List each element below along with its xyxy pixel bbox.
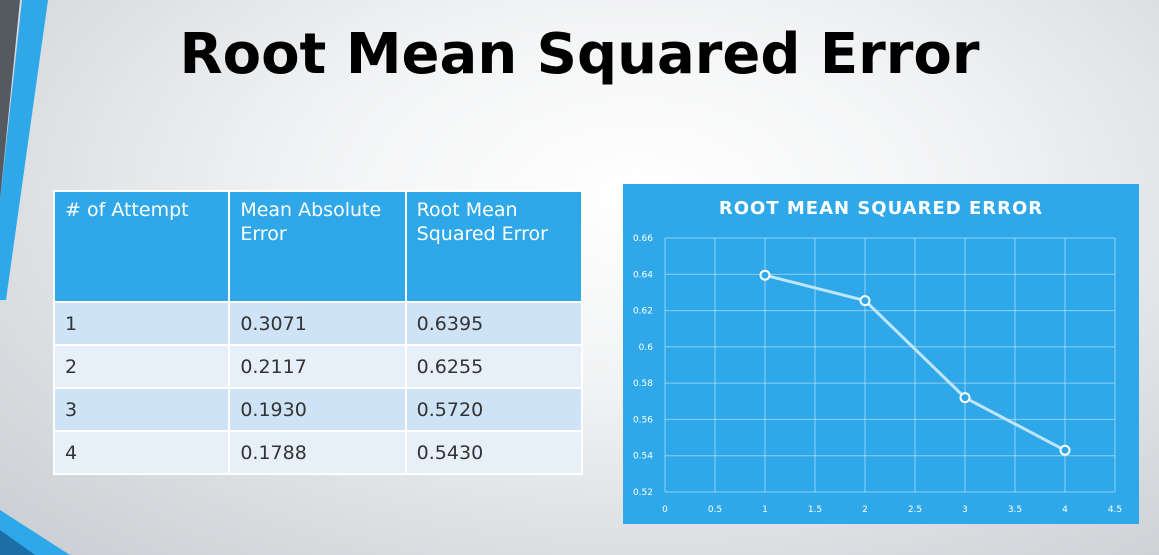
cell-mae: 0.2117 (228, 344, 407, 389)
x-tick-label: 2 (862, 505, 868, 515)
y-tick-label: 0.54 (633, 452, 653, 462)
rmse-chart: ROOT MEAN SQUARED ERROR 0.52 0.54 0.56 0.58… (623, 184, 1139, 524)
chart-plot: 0.52 0.54 0.56 0.58 0.6 0.62 0.64 0.66 0 0.5 1 1.5 2… (633, 234, 1122, 515)
x-tick-label: 0.5 (708, 505, 722, 515)
cell-attempt: 2 (52, 344, 231, 389)
cell-attempt: 1 (52, 301, 231, 346)
chart-title: ROOT MEAN SQUARED ERROR (718, 198, 1044, 219)
data-point (759, 269, 771, 281)
data-point (859, 295, 871, 307)
table-row: 3 0.1930 0.5720 (52, 387, 584, 432)
x-tick-label: 0 (662, 505, 668, 515)
header-mae: Mean Absolute Error (228, 190, 407, 303)
cell-attempt: 4 (52, 430, 231, 475)
slide-title: Root Mean Squared Error (179, 22, 980, 87)
y-tick-label: 0.52 (633, 488, 653, 498)
bottom-left-accent (0, 510, 70, 555)
x-tick-label: 3.5 (1008, 505, 1022, 515)
cell-rmse: 0.5430 (404, 430, 584, 475)
y-tick-label: 0.56 (633, 415, 653, 425)
cell-rmse: 0.5720 (404, 387, 584, 432)
left-accent-stripes (0, 0, 48, 300)
cell-rmse: 0.6255 (404, 344, 584, 389)
cell-rmse: 0.6395 (404, 301, 584, 346)
cell-mae: 0.1788 (228, 430, 407, 475)
table-row: 1 0.3071 0.6395 (52, 301, 584, 346)
table-row: 4 0.1788 0.5430 (52, 430, 584, 475)
cell-mae: 0.1930 (228, 387, 407, 432)
data-point (1059, 444, 1071, 456)
data-point (959, 392, 971, 404)
x-tick-label: 1.5 (808, 505, 822, 515)
y-tick-label: 0.62 (633, 307, 653, 317)
series-line (764, 273, 1066, 452)
y-tick-label: 0.66 (633, 234, 653, 244)
cell-attempt: 3 (52, 387, 231, 432)
x-tick-label: 4.5 (1108, 505, 1122, 515)
results-table: # of Attempt Mean Absolute Error Root Me… (52, 190, 584, 475)
x-tick-label: 2.5 (908, 505, 922, 515)
y-tick-label: 0.58 (633, 379, 653, 389)
cell-mae: 0.3071 (228, 301, 407, 346)
header-rmse: Root Mean Squared Error (404, 190, 584, 303)
table-row: 2 0.2117 0.6255 (52, 344, 584, 389)
y-tick-label: 0.64 (633, 270, 653, 280)
table-header-row: # of Attempt Mean Absolute Error Root Me… (52, 190, 584, 303)
x-tick-label: 1 (762, 505, 768, 515)
y-tick-label: 0.6 (639, 343, 654, 353)
header-attempt: # of Attempt (52, 190, 231, 303)
x-tick-label: 4 (1062, 505, 1068, 515)
x-tick-label: 3 (962, 505, 968, 515)
